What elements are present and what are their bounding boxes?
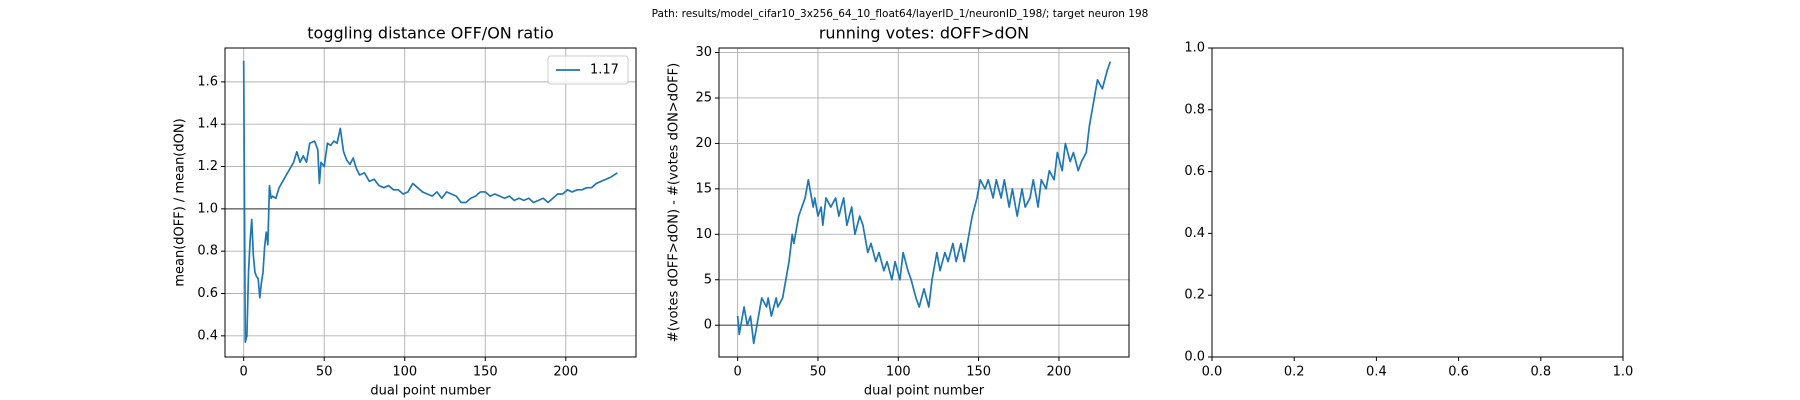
data-line (736, 61, 1112, 345)
x-tick-label: 200 (1047, 365, 1072, 380)
x-tick-label: 1.0 (1613, 365, 1634, 380)
chart-title: toggling distance OFF/ON ratio (307, 24, 553, 43)
x-tick-label: 50 (316, 365, 333, 380)
y-tick-label: 25 (695, 90, 712, 105)
y-tick-label: 1.2 (197, 159, 218, 174)
y-tick-label: 0.4 (197, 328, 218, 343)
y-tick-label: 0.0 (1184, 350, 1205, 365)
y-tick-label: 1.0 (1184, 41, 1205, 56)
legend: 1.17 (547, 55, 629, 85)
y-tick-label: 0 (704, 318, 712, 333)
y-tick-label: 5 (704, 272, 712, 287)
x-tick-label: 0 (240, 365, 248, 380)
x-tick-label: 150 (966, 365, 991, 380)
legend-label: 1.17 (590, 63, 619, 78)
x-axis-label: dual point number (864, 384, 985, 399)
x-tick-label: 0.2 (1284, 365, 1305, 380)
y-tick-label: 0.6 (197, 286, 218, 301)
x-axis-label: dual point number (370, 384, 491, 399)
data-line (242, 60, 618, 344)
x-tick-label: 0.0 (1202, 365, 1223, 380)
legend-frame (547, 55, 629, 85)
x-tick-label: 150 (473, 365, 498, 380)
axes-frame (224, 47, 637, 358)
y-tick-label: 0.6 (1184, 164, 1205, 179)
y-tick-label: 1.4 (197, 117, 218, 132)
axes-frame (1211, 47, 1624, 358)
y-tick-label: 30 (695, 45, 712, 60)
y-tick-label: 0.8 (1184, 102, 1205, 117)
y-axis-label: mean(dOFF) / mean(dON) (173, 118, 188, 286)
y-tick-label: 20 (695, 136, 712, 151)
y-tick-label: 15 (695, 181, 712, 196)
x-tick-label: 100 (392, 365, 417, 380)
chart-title: running votes: dOFF>dON (819, 24, 1029, 43)
x-tick-label: 0.6 (1448, 365, 1469, 380)
x-tick-label: 0.8 (1530, 365, 1551, 380)
axes-frame (718, 47, 1130, 358)
x-tick-label: 0 (733, 365, 741, 380)
y-tick-label: 10 (695, 227, 712, 242)
y-tick-label: 1.6 (197, 74, 218, 89)
y-tick-label: 0.4 (1184, 226, 1205, 241)
x-tick-label: 200 (553, 365, 578, 380)
y-tick-label: 0.2 (1184, 288, 1205, 303)
x-tick-label: 0.4 (1366, 365, 1387, 380)
figure-title: Path: results/model_cifar10_3x256_64_10_… (652, 8, 1149, 20)
y-tick-label: 0.8 (197, 244, 218, 259)
x-tick-label: 50 (810, 365, 827, 380)
y-axis-label: #(votes dOFF>dON) - #(votes dON>dOFF) (667, 63, 682, 342)
y-tick-label: 1.0 (197, 201, 218, 216)
x-tick-label: 100 (886, 365, 911, 380)
